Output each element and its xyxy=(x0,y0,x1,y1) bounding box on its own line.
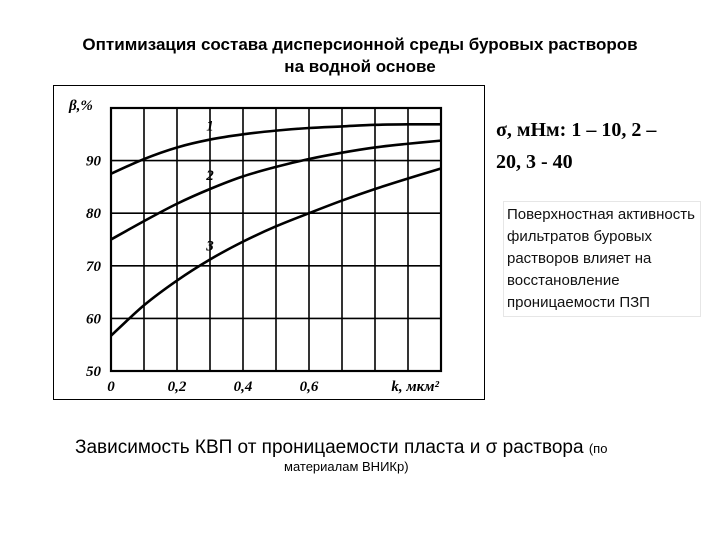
page-title: Оптимизация состава дисперсионной среды … xyxy=(0,34,720,78)
y-tick-label: 60 xyxy=(86,311,102,327)
title-line-2: на водной основе xyxy=(284,57,436,76)
y-tick-label: 80 xyxy=(86,206,102,222)
y-axis-label: β,% xyxy=(68,98,93,114)
x-tick-label: 0 xyxy=(107,379,115,395)
caption-source: материалам ВНИКр) xyxy=(284,459,409,474)
series-line-1 xyxy=(110,122,442,175)
figure-caption: Зависимость КВП от проницаемости пласта … xyxy=(75,437,715,460)
series-label-3: 3 xyxy=(205,238,214,254)
legend-line-1: σ, мНм: 1 – 10, 2 – xyxy=(496,119,657,141)
chart-panel: 50 60 70 80 90 0 0,2 0,4 0,6 β,% k, мкм² 1 2 3 xyxy=(53,85,485,400)
caption-paren-open: (по xyxy=(588,441,608,456)
y-tick-label: 70 xyxy=(86,259,102,275)
series-line-2 xyxy=(110,139,442,241)
x-axis-label: k, мкм² xyxy=(391,379,439,395)
series-label-1: 1 xyxy=(206,119,214,135)
x-tick-label: 0,2 xyxy=(168,379,187,395)
series-label-2: 2 xyxy=(205,168,214,184)
legend-line-2: 20, 3 - 40 xyxy=(496,151,573,173)
note-box: Поверхностная активность фильтратов буро… xyxy=(503,201,701,317)
series-line-3 xyxy=(110,167,442,337)
parameter-legend: σ, мНм: 1 – 10, 2 – 20, 3 - 40 xyxy=(496,114,706,178)
line-chart: 50 60 70 80 90 0 0,2 0,4 0,6 β,% k, мкм² 1 2 3 xyxy=(68,98,443,395)
y-tick-label: 50 xyxy=(86,364,102,380)
y-tick-label: 90 xyxy=(86,154,102,170)
title-line-1: Оптимизация состава дисперсионной среды … xyxy=(82,35,638,54)
x-tick-label: 0,6 xyxy=(300,379,319,395)
x-tick-label: 0,4 xyxy=(234,379,253,395)
caption-main: Зависимость КВП от проницаемости пласта … xyxy=(75,437,584,458)
